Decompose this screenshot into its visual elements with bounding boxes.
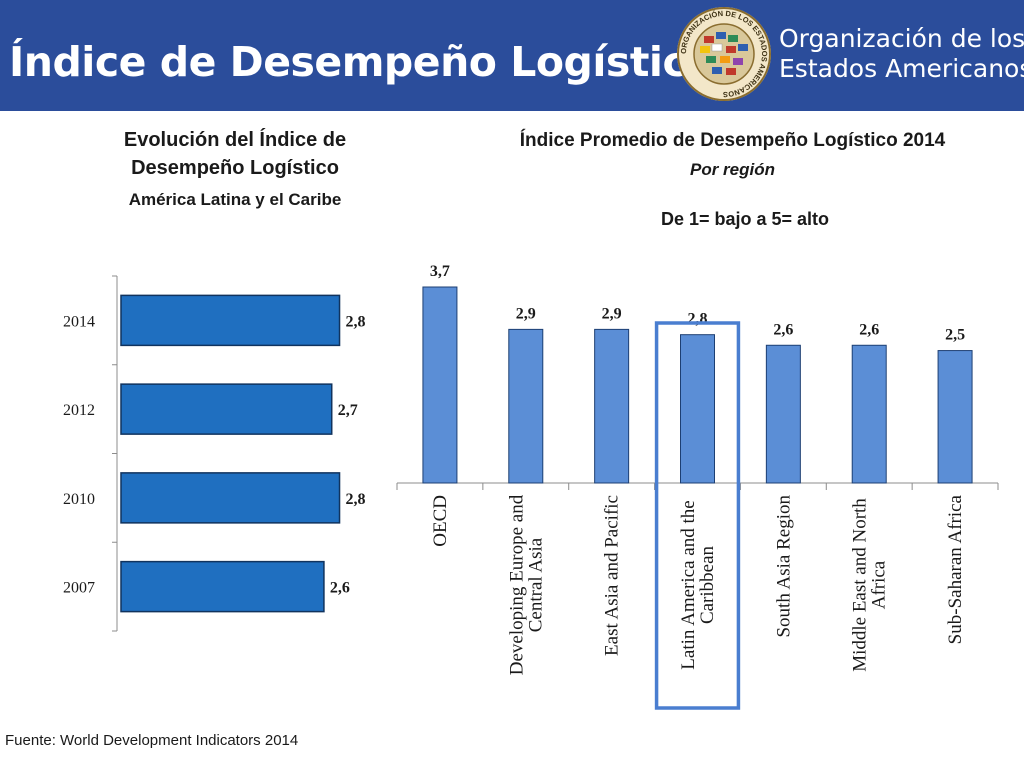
org-name-line2: Estados Americanos <box>779 54 1024 83</box>
right-chart-category-label-line: Latin America and the <box>678 500 699 669</box>
left-chart-category-label: 2007 <box>63 580 95 597</box>
header-banner: Índice de Desempeño Logístico ORGANIZACI… <box>0 0 1024 111</box>
right-chart-data-label: 2,6 <box>773 321 793 338</box>
left-chart-data-label: 2,8 <box>346 313 366 330</box>
seal-flags <box>700 32 748 75</box>
right-chart-highlight-box <box>654 321 741 710</box>
left-chart-bar <box>120 294 341 347</box>
left-chart-title: Evolución del Índice de Desempeño Logíst… <box>70 126 400 182</box>
right-chart-category-label-line: South Asia Region <box>773 495 794 638</box>
right-chart-category-label-line: Caribbean <box>697 545 718 624</box>
left-chart-category-label: 2010 <box>63 491 95 508</box>
org-name: Organización de los Estados Americanos <box>779 24 1024 84</box>
right-chart-category-label-line: Developing Europe and <box>506 494 527 675</box>
left-chart-bar <box>120 472 341 524</box>
oas-seal-logo: ORGANIZACIÓN DE LOS ESTADOS AMERICANOS <box>677 7 771 101</box>
right-chart-bar <box>422 286 458 484</box>
left-chart-data-label: 2,8 <box>346 491 366 508</box>
scale-note: De 1= bajo a 5= alto <box>660 209 830 229</box>
source-footnote: Fuente: World Development Indicators 201… <box>5 732 299 749</box>
left-chart-title-line2: Desempeño Logístico <box>131 157 339 179</box>
right-chart-category-label: OECD <box>430 495 451 547</box>
right-chart-data-label: 2,5 <box>945 327 965 344</box>
left-chart-title-line1: Evolución del Índice de <box>123 129 347 151</box>
right-chart-category-label-line: Sub-Saharan Africa <box>945 494 966 644</box>
left-chart-bar <box>120 560 325 613</box>
right-chart-subtitle: Por región <box>689 160 775 179</box>
left-chart-data-label: 2,6 <box>330 580 350 597</box>
left-chart-category-label: 2012 <box>63 402 95 419</box>
left-chart-category-label: 2014 <box>63 313 95 330</box>
right-chart-data-label: 2,9 <box>516 305 536 322</box>
right-chart-category-label: South Asia Region <box>773 495 794 638</box>
right-chart-data-label: 3,7 <box>430 263 450 280</box>
right-chart-bar <box>508 328 544 484</box>
org-name-line1: Organización de los <box>779 24 1024 53</box>
left-chart-subtitle: América Latina y el Caribe <box>128 190 342 209</box>
right-chart-bar <box>937 350 973 484</box>
right-chart-category-label-line: Africa <box>869 560 890 609</box>
left-chart-bar <box>120 383 333 435</box>
right-chart-category-label-line: OECD <box>430 495 451 547</box>
right-chart-bar <box>851 344 887 484</box>
right-chart-category-label-line: Central Asia <box>525 537 546 632</box>
right-chart-data-label: 2,9 <box>602 305 622 322</box>
right-chart-bar <box>765 344 801 484</box>
right-chart-data-label: 2,8 <box>688 311 708 328</box>
right-chart-category-label-line: Middle East and North <box>850 498 871 672</box>
right-chart-category-label-line: East Asia and Pacific <box>602 495 623 656</box>
right-chart-data-label: 2,6 <box>859 321 879 338</box>
left-chart-data-label: 2,7 <box>338 402 358 419</box>
right-chart-bar <box>680 334 715 484</box>
page-title: Índice de Desempeño Logístico <box>9 38 714 86</box>
right-chart-bar <box>594 328 630 484</box>
right-chart-category-label: East Asia and Pacific <box>602 495 623 656</box>
right-chart-title: Índice Promedio de Desempeño Logístico 2… <box>519 130 946 151</box>
right-chart-category-label: Sub-Saharan Africa <box>945 494 966 644</box>
